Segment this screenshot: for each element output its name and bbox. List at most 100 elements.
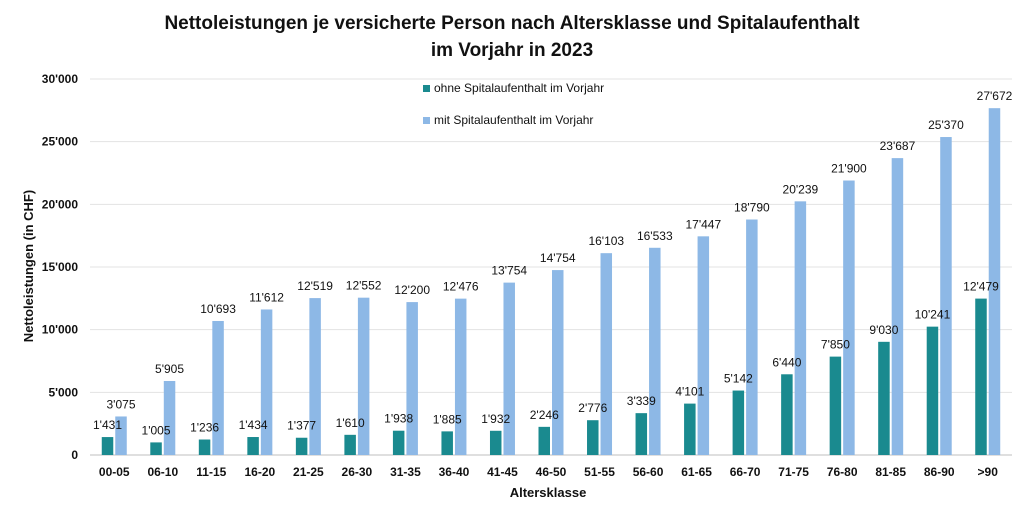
x-tick-label: 71-75 — [778, 465, 809, 479]
data-label: 1'885 — [433, 412, 462, 426]
data-label: 16'103 — [588, 234, 624, 248]
bar-ohne-spital — [635, 413, 648, 455]
chart-title: Nettoleistungen je versicherte Person na… — [0, 10, 1024, 64]
data-label: 4'101 — [675, 385, 704, 399]
y-tick-label: 20'000 — [42, 197, 79, 211]
data-label: 1'938 — [384, 412, 413, 426]
data-label: 3'075 — [107, 397, 136, 411]
bar-mit-spital — [552, 270, 564, 455]
bar-ohne-spital — [392, 430, 405, 455]
data-label: 2'246 — [530, 408, 559, 422]
data-label: 2'776 — [578, 401, 607, 415]
data-label: 12'476 — [443, 280, 479, 294]
y-tick-label: 10'000 — [42, 323, 79, 337]
data-label: 20'239 — [783, 182, 819, 196]
bar-mit-spital — [503, 282, 515, 455]
bar-mit-spital — [163, 380, 176, 455]
bar-ohne-spital — [489, 430, 502, 455]
bar-mit-spital — [454, 298, 467, 455]
data-label: 5'905 — [155, 362, 184, 376]
data-label: 14'754 — [540, 251, 576, 265]
data-label: 1'610 — [336, 416, 365, 430]
bars — [101, 108, 1001, 456]
y-axis-title: Nettoleistungen (in CHF) — [21, 190, 36, 342]
bar-mit-spital — [891, 158, 904, 456]
legend-swatch-mit — [423, 117, 430, 124]
bar-mit-spital — [115, 416, 127, 455]
data-label: 1'431 — [93, 418, 122, 432]
x-tick-label: 36-40 — [439, 465, 470, 479]
bar-mit-spital — [649, 247, 661, 455]
data-label: 1'932 — [481, 412, 510, 426]
data-label: 6'440 — [772, 355, 801, 369]
data-label: 9'030 — [869, 323, 898, 337]
y-axis-ticks: 0 5'000 10'000 15'000 20'000 25'000 30'000 — [42, 72, 79, 462]
legend-swatch-ohne — [423, 85, 430, 92]
y-tick-label: 25'000 — [42, 135, 79, 149]
data-label: 25'370 — [928, 118, 964, 132]
bar-mit-spital — [309, 298, 321, 455]
data-label: 23'687 — [880, 139, 916, 153]
x-tick-label: >90 — [978, 465, 999, 479]
bar-ohne-spital — [247, 437, 259, 455]
x-tick-label: 56-60 — [633, 465, 664, 479]
x-axis-ticks: 00-05 06-10 11-15 16-20 21-25 26-30 31-35 36-40… — [99, 465, 998, 479]
y-tick-label: 0 — [71, 448, 78, 462]
bar-ohne-spital — [975, 298, 987, 455]
legend-label: mit Spitalaufenthalt im Vorjahr — [434, 113, 593, 127]
bar-ohne-spital — [198, 439, 211, 455]
x-tick-label: 06-10 — [147, 465, 178, 479]
data-label: 16'533 — [637, 229, 673, 243]
bar-ohne-spital — [781, 374, 793, 455]
data-label: 1'434 — [239, 418, 268, 432]
bar-mit-spital — [746, 219, 758, 455]
bar-mit-spital — [940, 137, 952, 455]
bar-mit-spital — [988, 108, 1001, 455]
data-label: 12'552 — [346, 279, 382, 293]
x-axis-title: Altersklasse — [510, 485, 587, 500]
x-tick-label: 66-70 — [730, 465, 761, 479]
data-label: 3'339 — [627, 394, 656, 408]
data-label: 12'479 — [963, 280, 999, 294]
data-label: 11'612 — [249, 290, 284, 304]
x-tick-label: 81-85 — [875, 465, 906, 479]
x-tick-label: 11-15 — [196, 465, 226, 479]
bar-ohne-spital — [150, 442, 162, 455]
bar-ohne-spital — [441, 431, 453, 455]
bar-mit-spital — [260, 309, 273, 455]
data-label: 1'236 — [190, 421, 219, 435]
bar-ohne-spital — [587, 420, 599, 455]
x-tick-label: 21-25 — [293, 465, 324, 479]
legend: ohne Spitalaufenthalt im Vorjahr mit Spit… — [423, 81, 604, 127]
bar-ohne-spital — [538, 426, 550, 455]
data-label: 12'519 — [297, 279, 333, 293]
bar-mit-spital — [212, 320, 224, 455]
bar-mit-spital — [406, 302, 418, 455]
x-tick-label: 16-20 — [244, 465, 275, 479]
data-label: 18'790 — [734, 200, 770, 214]
data-label: 1'005 — [142, 423, 171, 437]
bar-mit-spital — [357, 297, 370, 455]
x-tick-label: 86-90 — [924, 465, 955, 479]
gridlines — [90, 78, 1012, 456]
data-label: 21'900 — [831, 162, 867, 176]
x-tick-label: 46-50 — [536, 465, 567, 479]
x-tick-label: 76-80 — [827, 465, 858, 479]
data-label: 1'377 — [287, 419, 316, 433]
data-label: 12'200 — [394, 283, 430, 297]
bar-ohne-spital — [684, 403, 696, 455]
bar-ohne-spital — [829, 356, 842, 455]
bar-ohne-spital — [101, 437, 114, 455]
bar-ohne-spital — [878, 341, 890, 455]
bar-ohne-spital — [295, 437, 308, 455]
y-tick-label: 5'000 — [48, 385, 78, 399]
data-label: 17'447 — [685, 217, 721, 231]
bar-mit-spital — [600, 253, 613, 455]
data-label: 13'754 — [491, 264, 527, 278]
bar-mit-spital — [843, 180, 855, 455]
bar-ohne-spital — [926, 326, 939, 455]
bar-ohne-spital — [732, 390, 745, 455]
bar-ohne-spital — [344, 434, 356, 455]
x-tick-label: 26-30 — [342, 465, 373, 479]
